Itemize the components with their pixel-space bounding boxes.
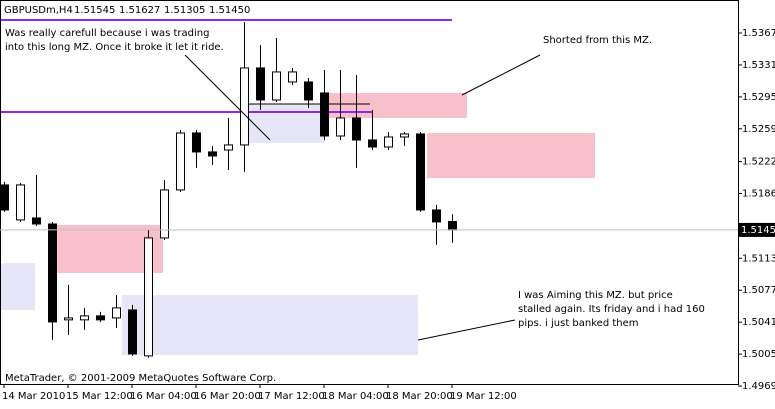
candle-body (384, 136, 393, 148)
annotation: into this long MZ. Once it broke it let … (5, 42, 224, 53)
candle-body (272, 71, 281, 101)
x-tick-label: 17 Mar 12:00 (258, 391, 325, 402)
candle-body (64, 317, 73, 321)
candle-body (240, 67, 249, 146)
candle-body (208, 151, 217, 157)
price-label-box (739, 222, 775, 237)
candle-body (176, 132, 185, 191)
annotation-line (461, 54, 541, 96)
ohlc-label: 1.51305 (164, 5, 205, 16)
candle-body (320, 92, 329, 137)
candle-body (48, 223, 57, 323)
x-tick-label: 15 Mar 12:00 (66, 391, 133, 402)
x-tick-label: 18 Mar 04:00 (322, 391, 389, 402)
y-tick-label: 1.53310 (742, 60, 775, 71)
candle-body (368, 139, 377, 148)
candle-body (432, 209, 441, 223)
candle-body (16, 184, 25, 221)
candle-body (144, 237, 153, 357)
copyright: MetaTrader, © 2001-2009 MetaQuotes Softw… (5, 373, 276, 384)
frame (0, 0, 739, 385)
y-tick-label: 1.53670 (742, 28, 775, 39)
candle-body (0, 184, 9, 211)
candle-body (96, 315, 105, 321)
zone (427, 133, 595, 178)
ohlc-label: 1.51545 (74, 5, 115, 16)
y-tick-label: 1.52950 (742, 92, 775, 103)
y-tick-label: 1.51130 (742, 253, 775, 264)
annotation: Was really carefull because i was tradin… (5, 28, 209, 39)
ohlc-label: 1.51627 (119, 5, 160, 16)
x-tick-label: 16 Mar 20:00 (194, 391, 261, 402)
zone (122, 295, 418, 355)
candle-body (80, 315, 89, 321)
chart-title: GBPUSDm,H4 (4, 5, 73, 16)
y-tick-label: 1.50410 (742, 317, 775, 328)
candle-body (336, 117, 345, 137)
annotation-line (417, 319, 516, 341)
y-tick-label: 1.49690 (742, 381, 775, 392)
x-tick-label: 16 Mar 04:00 (130, 391, 197, 402)
candle-body (256, 67, 265, 101)
candle-body (288, 71, 297, 83)
candle-body (112, 307, 121, 319)
plot-area (0, 21, 457, 358)
annotation: pips. i just banked them (518, 318, 639, 329)
annotation: I was Aiming this MZ. but price (518, 290, 673, 301)
y-tick-label: 1.52220 (742, 157, 775, 168)
candle-body (160, 189, 169, 239)
y-tick-label: 1.51860 (742, 189, 775, 200)
price-label: 1.51450 (741, 225, 775, 236)
ohlc-label: 1.51450 (209, 5, 250, 16)
candle-body (32, 217, 41, 225)
candle-body (304, 81, 313, 101)
candle-body (224, 144, 233, 151)
candle-body (128, 309, 137, 355)
candle-body (448, 220, 457, 231)
annotation: Shorted from this MZ. (543, 35, 652, 46)
x-tick-label: 19 Mar 12:00 (450, 391, 517, 402)
y-tick-label: 1.52590 (742, 124, 775, 135)
candle-body (352, 117, 361, 141)
candle-body (416, 133, 425, 211)
candle-body (192, 132, 201, 153)
zone (0, 263, 35, 310)
zone (325, 93, 467, 118)
candle-body (400, 133, 409, 138)
x-tick-label: 18 Mar 20:00 (386, 391, 453, 402)
y-tick-label: 1.50770 (742, 285, 775, 296)
zone (242, 104, 325, 143)
x-tick-label: 14 Mar 2010 (2, 391, 65, 402)
annotation: stalled again. Its friday and i had 160 (518, 304, 705, 315)
annotation-line (184, 54, 271, 141)
y-tick-label: 1.50050 (742, 349, 775, 360)
